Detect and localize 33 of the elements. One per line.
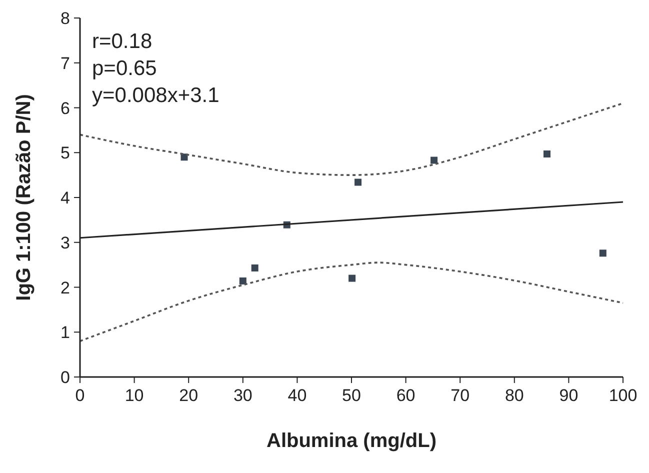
- annotation: r=0.18: [92, 30, 152, 53]
- annotation: p=0.65: [92, 57, 157, 80]
- x-tick-label: 40: [288, 386, 307, 405]
- y-axis-title: IgG 1:100 (Razão P/N): [13, 94, 35, 301]
- x-tick-label: 50: [342, 386, 361, 405]
- point: [543, 150, 550, 158]
- point: [599, 250, 606, 257]
- y-tick-label: 7: [60, 54, 70, 73]
- y-tick-label: 8: [60, 9, 70, 28]
- point: [430, 156, 438, 164]
- x-tick-label: 90: [559, 386, 578, 405]
- y-tick-label: 4: [60, 188, 70, 208]
- point: [251, 264, 258, 272]
- y-tick-label: 3: [60, 233, 70, 252]
- x-tick-label: 80: [504, 386, 524, 405]
- x-tick-label: 20: [179, 386, 198, 405]
- x-tick-label: 0: [75, 386, 85, 405]
- point: [239, 277, 246, 284]
- x-tick-label: 70: [450, 386, 470, 405]
- x-tick-label: 30: [233, 386, 252, 405]
- point: [348, 274, 356, 282]
- y-tick-label: 1: [60, 323, 70, 342]
- y-tick-label: 2: [60, 278, 70, 298]
- x-tick-label: 10: [124, 386, 144, 405]
- point: [354, 178, 362, 186]
- line-series: [79, 262, 624, 342]
- x-tick-label: 60: [396, 386, 416, 405]
- y-tick-label: 0: [60, 368, 70, 387]
- y-tick-label: 6: [60, 98, 70, 118]
- x-axis-title: Albumina (mg/dL): [266, 430, 436, 452]
- y-tick-label: 5: [60, 144, 70, 163]
- annotation: y=0.008x+3.1: [92, 84, 220, 107]
- x-tick-label: 100: [608, 386, 638, 405]
